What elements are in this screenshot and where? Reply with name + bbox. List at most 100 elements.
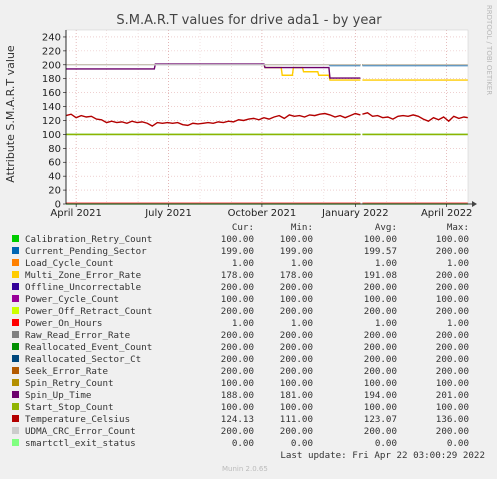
rrdtool-watermark: RRDTOOL / TOBI OETIKER <box>485 5 493 95</box>
legend-color-swatch <box>12 367 19 374</box>
y-tick-label: 180 <box>42 74 61 85</box>
legend-avg-value: 200.00 <box>363 306 397 317</box>
legend-series-label: Power_Off_Retract_Count <box>25 306 153 317</box>
legend-color-swatch <box>12 403 19 410</box>
legend-avg-value: 100.00 <box>363 294 397 305</box>
legend-min-value: 181.00 <box>279 390 313 401</box>
legend-cur-value: 100.00 <box>220 234 254 245</box>
legend-max-value: 1.00 <box>446 318 469 329</box>
legend-avg-value: 200.00 <box>363 366 397 377</box>
y-tick-label: 40 <box>48 172 61 183</box>
legend-series-name: Reallocated_Event_Count <box>12 342 198 354</box>
legend-min-value: 178.00 <box>279 270 313 281</box>
legend-row: Raw_Read_Error_Rate 200.00 200.00 200.00 200… <box>12 330 469 342</box>
legend-series-label: UDMA_CRC_Error_Count <box>25 426 136 437</box>
legend-series-label: Spin_Retry_Count <box>25 378 114 389</box>
legend-max-value: 200.00 <box>435 354 469 365</box>
x-tick-label: October 2021 <box>228 208 297 219</box>
legend-max-value: 200.00 <box>435 270 469 281</box>
legend-header-name <box>12 222 198 234</box>
legend-row: Spin_Up_Time 188.00 181.00 194.00 201.00 <box>12 390 469 402</box>
legend-header-min: Min: <box>290 222 313 233</box>
legend-row: Power_Cycle_Count 100.00 100.00 100.00 100.0… <box>12 294 469 306</box>
plot-area <box>66 30 468 204</box>
legend-table: Cur: Min: Avg: Max: Calibration_Retry_Co… <box>12 222 469 450</box>
y-axis-label: Attribute S.M.A.R.T value <box>4 45 17 183</box>
legend-cur-value: 1.00 <box>231 258 254 269</box>
legend-max-value: 100.00 <box>435 234 469 245</box>
legend-avg-value: 0.00 <box>374 438 397 449</box>
legend-min-value: 100.00 <box>279 294 313 305</box>
legend-cur-value: 178.00 <box>220 270 254 281</box>
legend-row: Reallocated_Sector_Ct 200.00 200.00 200.00 2… <box>12 354 469 366</box>
legend-color-swatch <box>12 283 19 290</box>
legend-max-value: 136.00 <box>435 414 469 425</box>
legend-cur-value: 200.00 <box>220 282 254 293</box>
legend-series-name: Seek_Error_Rate <box>12 366 198 378</box>
legend-row: Power_On_Hours 1.00 1.00 1.00 1.00 <box>12 318 469 330</box>
legend-cur-value: 200.00 <box>220 306 254 317</box>
x-axis-arrow <box>472 201 477 207</box>
legend-row: Multi_Zone_Error_Rate 178.00 178.00 191.08 2… <box>12 270 469 282</box>
legend-color-swatch <box>12 331 19 338</box>
legend-avg-value: 200.00 <box>363 282 397 293</box>
legend-series-name: Calibration_Retry_Count <box>12 234 198 246</box>
legend-header-max: Max: <box>446 222 469 233</box>
legend-min-value: 200.00 <box>279 282 313 293</box>
legend-series-name: Spin_Retry_Count <box>12 378 198 390</box>
x-tick-label: July 2021 <box>144 208 192 219</box>
legend-max-value: 0.00 <box>446 438 469 449</box>
y-tick-label: 60 <box>48 158 61 169</box>
legend-cur-value: 124.13 <box>220 414 254 425</box>
legend-min-value: 100.00 <box>279 234 313 245</box>
legend-color-swatch <box>12 439 19 446</box>
legend-series-name: Raw_Read_Error_Rate <box>12 330 198 342</box>
legend-cur-value: 199.00 <box>220 246 254 257</box>
legend-color-swatch <box>12 235 19 242</box>
legend-min-value: 200.00 <box>279 366 313 377</box>
legend-series-name: smartctl_exit_status <box>12 438 198 450</box>
legend-avg-value: 200.00 <box>363 330 397 341</box>
y-tick-label: 20 <box>48 186 61 197</box>
legend-series-name: Power_On_Hours <box>12 318 198 330</box>
legend-min-value: 200.00 <box>279 330 313 341</box>
legend-row: Seek_Error_Rate 200.00 200.00 200.00 200.00 <box>12 366 469 378</box>
series-lines <box>65 63 469 205</box>
legend-cur-value: 100.00 <box>220 294 254 305</box>
legend-color-swatch <box>12 271 19 278</box>
chart-title: S.M.A.R.T values for drive ada1 - by yea… <box>116 13 382 28</box>
legend-series-name: Temperature_Celsius <box>12 414 198 426</box>
legend-min-value: 199.00 <box>279 246 313 257</box>
legend-avg-value: 199.57 <box>363 246 397 257</box>
legend-min-value: 111.00 <box>279 414 313 425</box>
legend-max-value: 100.00 <box>435 402 469 413</box>
legend-avg-value: 191.08 <box>363 270 397 281</box>
legend-row: Spin_Retry_Count 100.00 100.00 100.00 100.00 <box>12 378 469 390</box>
legend-min-value: 200.00 <box>279 426 313 437</box>
legend-color-swatch <box>12 343 19 350</box>
legend-cur-value: 200.00 <box>220 342 254 353</box>
legend-cur-value: 1.00 <box>231 318 254 329</box>
legend-color-swatch <box>12 307 19 314</box>
legend-min-value: 1.00 <box>290 318 313 329</box>
legend-min-value: 200.00 <box>279 354 313 365</box>
legend-row: Load_Cycle_Count 1.00 1.00 1.00 1.00 <box>12 258 469 270</box>
legend-min-value: 200.00 <box>279 342 313 353</box>
legend-body: Calibration_Retry_Count 100.00 100.00 100.0… <box>12 234 469 450</box>
legend-cur-value: 200.00 <box>220 426 254 437</box>
legend-avg-value: 1.00 <box>374 258 397 269</box>
legend-series-name: Power_Off_Retract_Count <box>12 306 198 318</box>
legend-row: Calibration_Retry_Count 100.00 100.00 100.0… <box>12 234 469 246</box>
legend-min-value: 0.00 <box>290 438 313 449</box>
legend-max-value: 200.00 <box>435 282 469 293</box>
legend-color-swatch <box>12 295 19 302</box>
last-update: Last update: Fri Apr 22 03:00:29 2022 <box>280 450 485 461</box>
legend-avg-value: 100.00 <box>363 234 397 245</box>
legend-cur-value: 200.00 <box>220 354 254 365</box>
legend-color-swatch <box>12 391 19 398</box>
legend-series-label: Current_Pending_Sector <box>25 246 147 257</box>
legend-cur-value: 0.00 <box>231 438 254 449</box>
legend-series-label: Power_Cycle_Count <box>25 294 120 305</box>
legend-header-avg: Avg: <box>374 222 397 233</box>
series-line-Temperature_Celsius <box>65 112 361 127</box>
